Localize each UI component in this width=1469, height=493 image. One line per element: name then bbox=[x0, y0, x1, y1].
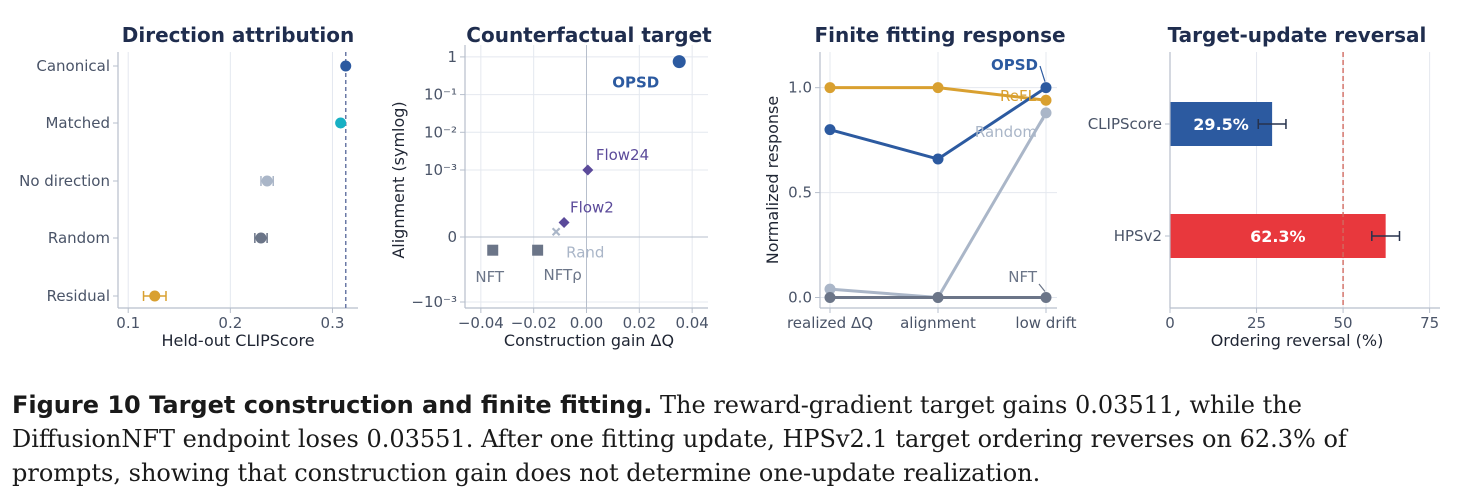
series-label: ReFL bbox=[1000, 87, 1037, 105]
x-tick-label: 0.02 bbox=[623, 314, 656, 332]
figure-caption: Figure 10 Target construction and finite… bbox=[12, 388, 1452, 490]
figure-canvas: Direction attribution 0.1 0.2 0.3 Canonical M… bbox=[19, 23, 1440, 350]
x-axis-label: Held-out CLIPScore bbox=[161, 331, 314, 350]
data-point bbox=[551, 227, 561, 236]
data-point bbox=[824, 283, 836, 295]
x-axis-label: Ordering reversal (%) bbox=[1211, 331, 1384, 350]
chart-title: Counterfactual target bbox=[466, 23, 712, 47]
chart-title: Finite fitting response bbox=[814, 23, 1065, 47]
point-label: OPSD bbox=[612, 74, 659, 92]
point-label: NFT bbox=[475, 268, 505, 286]
panel-target-update-reversal: Target-update reversal 0 25 50 75 CLIPScore 29… bbox=[1088, 23, 1440, 350]
x-tick-label: 50 bbox=[1334, 314, 1353, 332]
bar-value-label: 62.3% bbox=[1250, 227, 1306, 246]
chart-title: Target-update reversal bbox=[1168, 23, 1427, 47]
y-tick-label: CLIPScore bbox=[1088, 115, 1162, 133]
y-tick-label: 1 bbox=[447, 48, 457, 66]
caption-body: The reward-gradient target gains 0.03511… bbox=[12, 391, 1347, 487]
data-point bbox=[824, 82, 836, 94]
panel-finite-fitting-response: Finite fitting response 0.0 0.5 1.0 realized… bbox=[763, 23, 1077, 332]
series-label: NFT bbox=[1008, 268, 1038, 286]
x-tick-label: alignment bbox=[900, 314, 976, 332]
y-axis-label: Alignment (symlog) bbox=[389, 101, 408, 258]
x-tick-label: 75 bbox=[1420, 314, 1439, 332]
y-tick-label: Residual bbox=[47, 287, 110, 305]
point-label: Rand bbox=[566, 244, 604, 262]
series-label: OPSD bbox=[991, 56, 1038, 74]
panel-direction-attribution: Direction attribution 0.1 0.2 0.3 Canonical M… bbox=[19, 23, 358, 350]
y-tick-label: 0.5 bbox=[788, 184, 812, 202]
x-tick-label: 0 bbox=[1165, 314, 1175, 332]
y-tick-label: HPSv2 bbox=[1114, 227, 1162, 245]
y-tick-label: No direction bbox=[19, 172, 110, 190]
data-point bbox=[582, 164, 594, 176]
x-tick-label: 25 bbox=[1247, 314, 1266, 332]
chart-title: Direction attribution bbox=[122, 23, 354, 47]
x-tick-label: 0.1 bbox=[116, 314, 140, 332]
point-label: NFTρ bbox=[543, 266, 581, 284]
data-point bbox=[1040, 82, 1052, 94]
x-tick-label: −0.02 bbox=[511, 314, 557, 332]
series-label: Random bbox=[975, 123, 1037, 141]
y-tick-label: Canonical bbox=[36, 57, 110, 75]
x-tick-label: 0.3 bbox=[321, 314, 345, 332]
data-point bbox=[932, 82, 944, 94]
data-point bbox=[932, 292, 944, 304]
y-axis-label: Normalized response bbox=[763, 96, 782, 265]
y-tick-label: Random bbox=[48, 229, 110, 247]
data-point bbox=[1040, 94, 1052, 106]
x-tick-label: 0.00 bbox=[570, 314, 603, 332]
bar bbox=[1170, 214, 1386, 258]
data-point bbox=[335, 117, 347, 129]
point-label: Flow24 bbox=[596, 146, 649, 164]
y-tick-label: 10⁻³ bbox=[424, 161, 457, 179]
panel-counterfactual-target: Counterfactual target 1 10⁻¹ 10⁻² 10⁻³ 0 −10⁻³… bbox=[389, 23, 712, 350]
point-label: Flow2 bbox=[570, 198, 614, 216]
label-leader bbox=[1037, 118, 1045, 129]
label-leader bbox=[1038, 283, 1046, 292]
y-tick-label: −10⁻³ bbox=[411, 293, 457, 311]
x-axis-label: Construction gain ΔQ bbox=[504, 331, 674, 350]
data-point bbox=[340, 60, 352, 72]
x-tick-label: −0.04 bbox=[458, 314, 504, 332]
data-point bbox=[824, 124, 836, 136]
bar-value-label: 29.5% bbox=[1193, 115, 1249, 134]
x-tick-label: 0.04 bbox=[675, 314, 708, 332]
data-point bbox=[932, 153, 944, 165]
data-point bbox=[149, 290, 161, 302]
data-point bbox=[558, 216, 570, 228]
y-tick-label: Matched bbox=[45, 114, 110, 132]
data-point bbox=[532, 244, 544, 256]
data-point bbox=[824, 292, 836, 304]
data-point bbox=[672, 55, 686, 69]
data-point bbox=[1040, 107, 1052, 119]
label-leader bbox=[1039, 65, 1046, 82]
data-point bbox=[255, 232, 267, 244]
data-point bbox=[487, 244, 499, 256]
x-tick-label: realized ΔQ bbox=[787, 314, 873, 332]
x-tick-label: low drift bbox=[1015, 314, 1076, 332]
data-point bbox=[261, 175, 273, 187]
y-tick-label: 10⁻¹ bbox=[424, 86, 457, 104]
y-tick-label: 10⁻² bbox=[424, 123, 457, 141]
bar bbox=[1170, 102, 1273, 146]
caption-lead: Figure 10 Target construction and finite… bbox=[12, 391, 653, 419]
x-tick-label: 0.2 bbox=[218, 314, 242, 332]
y-tick-label: 1.0 bbox=[788, 79, 812, 97]
y-tick-label: 0 bbox=[447, 228, 457, 246]
y-tick-label: 0.0 bbox=[788, 289, 812, 307]
data-point bbox=[1040, 292, 1052, 304]
